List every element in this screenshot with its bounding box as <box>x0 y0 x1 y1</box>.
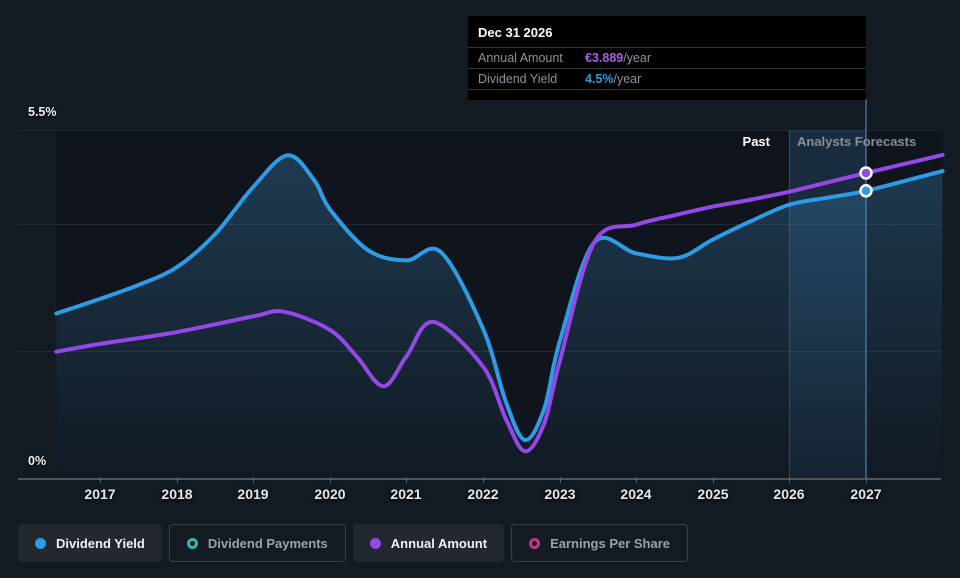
x-axis-label-2017: 2017 <box>84 486 116 502</box>
x-axis-label-2018: 2018 <box>161 486 193 502</box>
tooltip-row-annual-amount: Annual Amount €3.889 /year <box>468 47 866 68</box>
y-axis-min-label: 0% <box>28 454 47 468</box>
legend-label: Dividend Yield <box>56 535 145 551</box>
x-axis-label-2022: 2022 <box>467 486 499 502</box>
x-axis-label-2020: 2020 <box>314 486 346 502</box>
gridline-4pct <box>18 224 941 225</box>
past-section-label: Past <box>742 134 770 149</box>
x-axis-label-2019: 2019 <box>237 486 269 502</box>
legend-item-dividend-yield[interactable]: Dividend Yield <box>18 524 162 562</box>
gridline-5.5pct <box>18 130 941 131</box>
tick-2021 <box>406 477 407 483</box>
annual-amount-dot-icon <box>369 537 381 549</box>
tooltip-annual-amount-value: €3.889 <box>585 51 624 65</box>
legend-label: Annual Amount <box>390 535 488 551</box>
tooltip-annual-amount-label: Annual Amount <box>478 51 563 65</box>
legend: Dividend Yield Dividend Payments Annual Am… <box>18 524 689 562</box>
tick-2027 <box>866 477 867 483</box>
tick-2018 <box>177 477 178 483</box>
dividend-yield-marker <box>859 184 873 198</box>
tooltip-dividend-yield-row: Dividend Yield 4.5% /year <box>468 68 866 89</box>
legend-label: Earnings Per Share <box>550 535 671 551</box>
tooltip-footer <box>468 89 866 99</box>
legend-label: Dividend Payments <box>207 535 328 551</box>
dividend-yield-line <box>54 153 945 442</box>
x-axis-label-2025: 2025 <box>697 486 729 502</box>
tick-2022 <box>483 477 484 483</box>
dividend-yield-dot-icon <box>35 537 46 549</box>
analysts-forecasts-section-label: Analysts Forecasts <box>797 134 917 149</box>
tooltip-dividend-yield-value: 4.5% <box>585 72 614 86</box>
tooltip-date: Dec 31 2026 <box>478 25 553 40</box>
y-axis-max-label: 5.5% <box>28 105 57 119</box>
annual-amount-line <box>54 152 945 454</box>
x-axis-label-2024: 2024 <box>620 486 652 502</box>
hover-crosshair-line <box>865 99 867 478</box>
x-axis-line <box>18 478 941 480</box>
tick-2024 <box>636 477 637 483</box>
tick-2019 <box>253 477 254 483</box>
annual-amount-marker <box>859 166 873 180</box>
tick-2025 <box>713 477 714 483</box>
earnings-per-share-dot-icon <box>529 537 541 549</box>
tick-2026 <box>789 477 790 483</box>
tooltip-annual-amount-suffix: /year <box>623 51 652 65</box>
x-axis-label-2023: 2023 <box>544 486 576 502</box>
tick-2023 <box>560 477 561 483</box>
legend-item-dividend-payments[interactable]: Dividend Payments <box>168 524 346 562</box>
x-axis-label-2026: 2026 <box>773 486 805 502</box>
tooltip-dividend-yield-label: Dividend Yield <box>478 72 558 86</box>
legend-item-annual-amount[interactable]: Annual Amount <box>352 524 505 562</box>
legend-item-earnings-per-share[interactable]: Earnings Per Share <box>511 524 689 562</box>
tick-2020 <box>330 477 331 483</box>
dividend-payments-dot-icon <box>186 537 198 549</box>
tick-2017 <box>100 477 101 483</box>
x-axis-label-2027: 2027 <box>850 486 882 502</box>
x-axis-label-2021: 2021 <box>390 486 422 502</box>
tooltip-dividend-yield-suffix: /year <box>613 72 642 86</box>
tooltip: Dec 31 2026 Annual Amount €3.889 /year D… <box>468 16 866 100</box>
